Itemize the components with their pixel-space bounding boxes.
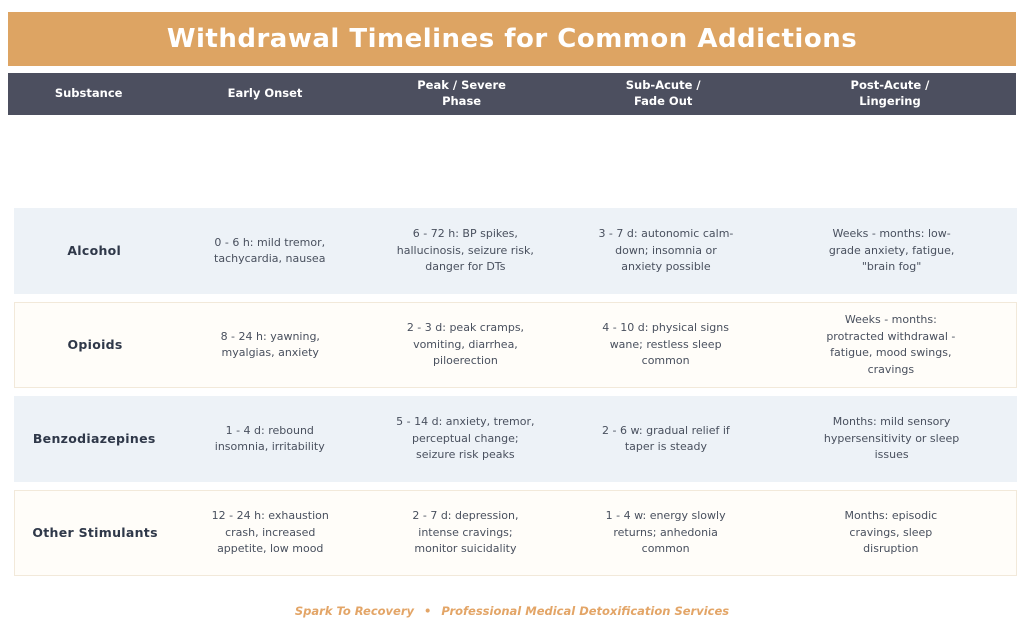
footer-tagline: Spark To Recovery • Professional Medical D… (0, 604, 1024, 618)
post-acute-cell: Weeks - months: protracted withdrawal - … (766, 303, 1016, 387)
post-acute-cell: Months: episodic cravings, sleep disrupt… (766, 491, 1016, 575)
sub-acute-cell: 2 - 6 w: gradual relief if taper is stea… (566, 396, 767, 482)
cell-text: 1 - 4 d: rebound insomnia, irritability (214, 423, 325, 454)
column-header-post-acute: Post-Acute / Lingering (850, 78, 930, 108)
cell-text: 0 - 6 h: mild tremor, tachycardia, nause… (214, 235, 326, 266)
early-onset-cell: 12 - 24 h: exhaustion crash, increased a… (175, 491, 365, 575)
column-header-substance: Substance (54, 86, 123, 101)
cell-text: 2 - 7 d: depression, intense cravings; m… (412, 509, 519, 556)
early-onset-cell: 8 - 24 h: yawning, myalgias, anxiety (175, 303, 365, 387)
cell-text: 6 - 72 h: BP spikes, hallucinosis, seizu… (396, 227, 534, 274)
table-header-row: Substance Early Onset Peak / Severe Phas… (8, 73, 1016, 115)
sub-acute-cell: 3 - 7 d: autonomic calm-down; insomnia o… (566, 208, 767, 294)
cell-text: 3 - 7 d: autonomic calm-down; insomnia o… (598, 227, 734, 274)
post-acute-cell: Weeks - months: low-grade anxiety, fatig… (766, 208, 1017, 294)
substance-label: Benzodiazepines (32, 430, 156, 446)
column-header-early-onset: Early Onset (227, 86, 303, 101)
column-header-peak-severe: Peak / Severe Phase (417, 78, 506, 108)
substance-label: Alcohol (67, 242, 122, 258)
page-title: Withdrawal Timelines for Common Addictio… (166, 24, 858, 54)
peak-severe-cell: 2 - 7 d: depression, intense cravings; m… (365, 491, 565, 575)
cell-text: Months: episodic cravings, sleep disrupt… (844, 509, 938, 556)
cell-text: Months: mild sensory hypersensitivity or… (823, 415, 960, 462)
early-onset-cell: 1 - 4 d: rebound insomnia, irritability (174, 396, 365, 482)
post-acute-cell: Months: mild sensory hypersensitivity or… (766, 396, 1017, 482)
cell-text: 5 - 14 d: anxiety, tremor, perceptual ch… (396, 415, 535, 462)
column-header-sub-acute: Sub-Acute / Fade Out (625, 78, 701, 108)
sub-acute-cell: 1 - 4 w: energy slowly returns; anhedoni… (566, 491, 766, 575)
cell-text: Weeks - months: protracted withdrawal - … (826, 313, 956, 376)
cell-text: 4 - 10 d: physical signs wane; restless … (602, 321, 729, 368)
substance-label: Opioids (67, 336, 123, 352)
sub-acute-cell: 4 - 10 d: physical signs wane; restless … (566, 303, 766, 387)
title-banner: Withdrawal Timelines for Common Addictio… (8, 12, 1016, 66)
brand-name: Spark To Recovery (294, 604, 415, 618)
cell-text: 8 - 24 h: yawning, myalgias, anxiety (220, 329, 320, 360)
cell-text: 12 - 24 h: exhaustion crash, increased a… (211, 509, 329, 556)
peak-severe-cell: 2 - 3 d: peak cramps, vomiting, diarrhea… (365, 303, 565, 387)
substance-cell: Alcohol (14, 208, 174, 294)
table-row: Opioids 8 - 24 h: yawning, myalgias, anx… (14, 302, 1017, 388)
substance-cell: Opioids (15, 303, 175, 387)
table-row: Benzodiazepines 1 - 4 d: rebound insomni… (14, 396, 1017, 482)
substance-label: Other Stimulants (32, 524, 158, 540)
substance-cell: Other Stimulants (15, 491, 175, 575)
cell-text: Weeks - months: low-grade anxiety, fatig… (828, 227, 955, 274)
tagline-text: Professional Medical Detoxification Serv… (441, 604, 730, 618)
table-row: Other Stimulants 12 - 24 h: exhaustion c… (14, 490, 1017, 576)
substance-cell: Benzodiazepines (14, 396, 174, 482)
cell-text: 2 - 3 d: peak cramps, vomiting, diarrhea… (406, 321, 525, 368)
cell-text: 2 - 6 w: gradual relief if taper is stea… (602, 423, 730, 454)
bullet-separator: • (424, 604, 432, 618)
early-onset-cell: 0 - 6 h: mild tremor, tachycardia, nause… (174, 208, 365, 294)
table-row: Alcohol 0 - 6 h: mild tremor, tachycardi… (14, 208, 1017, 294)
cell-text: 1 - 4 w: energy slowly returns; anhedoni… (605, 509, 726, 556)
peak-severe-cell: 5 - 14 d: anxiety, tremor, perceptual ch… (365, 396, 566, 482)
peak-severe-cell: 6 - 72 h: BP spikes, hallucinosis, seizu… (365, 208, 566, 294)
